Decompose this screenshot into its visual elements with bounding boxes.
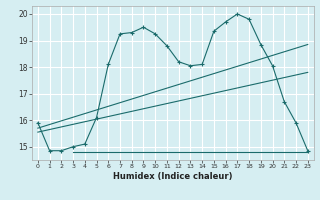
X-axis label: Humidex (Indice chaleur): Humidex (Indice chaleur) — [113, 172, 233, 181]
